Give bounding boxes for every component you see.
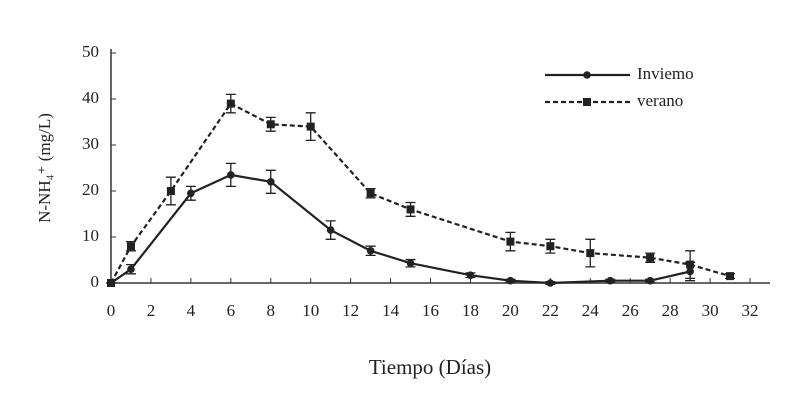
x-tick-label: 10 <box>302 301 319 320</box>
y-tick-label: 20 <box>82 180 99 199</box>
data-point <box>366 247 375 255</box>
y-tick-label: 10 <box>82 226 99 245</box>
data-point <box>266 178 275 186</box>
data-point <box>606 276 615 285</box>
data-point <box>586 249 595 258</box>
data-point <box>166 187 175 195</box>
data-point <box>546 242 555 251</box>
data-point <box>187 189 195 198</box>
data-point <box>726 272 735 281</box>
data-point <box>506 276 515 285</box>
data-point <box>406 259 415 268</box>
x-tick-label: 28 <box>662 301 679 320</box>
x-tick-label: 30 <box>702 301 719 320</box>
data-point <box>646 253 655 262</box>
x-tick-label: 0 <box>107 301 116 320</box>
y-tick-label: 50 <box>82 42 99 61</box>
x-tick-label: 2 <box>147 301 156 320</box>
y-tick-label: 40 <box>82 88 99 107</box>
data-point <box>126 242 135 251</box>
data-point <box>466 271 475 279</box>
legend-label: Inviemo <box>637 64 694 83</box>
data-point <box>226 99 235 108</box>
x-tick-label: 26 <box>622 301 639 320</box>
x-tick-label: 4 <box>187 301 196 320</box>
x-tick-label: 14 <box>382 301 400 320</box>
y-tick-label: 30 <box>82 134 99 153</box>
y-axis-label: N-NH₄⁺ (mg/L) <box>35 113 54 223</box>
x-tick-label: 22 <box>542 301 559 320</box>
data-point <box>227 171 235 179</box>
data-point <box>546 279 555 287</box>
data-point <box>266 120 275 129</box>
x-tick-label: 12 <box>342 301 359 320</box>
x-tick-label: 18 <box>462 301 479 320</box>
data-point <box>506 237 515 246</box>
x-tick-label: 32 <box>742 301 759 320</box>
y-tick-label: 0 <box>91 272 100 291</box>
data-point <box>406 205 415 214</box>
data-point <box>107 279 115 287</box>
series-line <box>110 102 731 284</box>
data-point <box>646 276 654 285</box>
data-point <box>326 226 335 234</box>
x-tick-label: 16 <box>422 301 439 320</box>
x-tick-label: 20 <box>502 301 519 320</box>
data-point <box>127 265 135 274</box>
legend-marker <box>583 71 591 79</box>
series-line <box>110 173 691 285</box>
legend-label: verano <box>637 91 683 110</box>
data-point <box>366 189 375 198</box>
data-point <box>306 122 315 131</box>
x-axis-label: Tiempo (Días) <box>369 355 491 379</box>
legend-marker <box>583 98 591 106</box>
x-tick-label: 24 <box>582 301 600 320</box>
data-point <box>686 260 695 269</box>
x-tick-label: 8 <box>267 301 276 320</box>
x-tick-label: 6 <box>227 301 236 320</box>
